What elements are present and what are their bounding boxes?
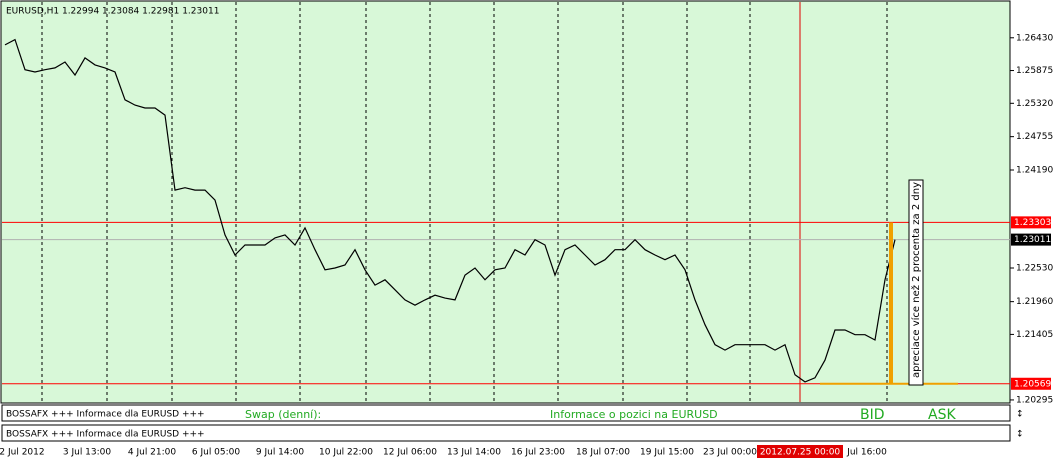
x-tick-label: 19 Jul 15:00 [640, 448, 694, 458]
x-tick-label: 10 Jul 22:00 [319, 448, 373, 458]
panel-ask: ASK [928, 407, 956, 423]
y-tick-label: 1.25320 [1016, 99, 1053, 109]
panel-title: BOSSAFX +++ Informace dla EURUSD +++ [6, 430, 205, 440]
x-tick-label: 9 Jul 14:00 [256, 448, 305, 458]
cursor-label-bg [757, 445, 843, 458]
y-tick-label: 1.21405 [1016, 330, 1053, 340]
x-tick-label: 4 Jul 21:00 [128, 448, 177, 458]
y-tick-label: 1.24190 [1016, 166, 1053, 176]
cursor-label: 2012.07.25 00:00 [760, 448, 841, 458]
price-line [4, 38, 896, 383]
x-tick-label: 16 Jul 23:00 [511, 448, 565, 458]
x-tick-label: 18 Jul 07:00 [576, 448, 630, 458]
panel-arrow: ↕ [1016, 430, 1024, 440]
x-tick-label: 23 Jul 00:00 [703, 448, 757, 458]
y-tick-label: 1.26430 [1016, 33, 1053, 43]
panel-info: Informace o pozici na EURUSD [550, 408, 718, 421]
panel-title: BOSSAFX +++ Informace dla EURUSD +++ [6, 410, 205, 420]
y-tick-label: 1.25875 [1016, 66, 1053, 76]
signal-bar [889, 222, 893, 384]
level-label-bg [1011, 377, 1051, 390]
level-label-bg [1011, 216, 1051, 229]
x-tick-label: 13 Jul 14:00 [447, 448, 501, 458]
y-tick-label: 1.21960 [1016, 297, 1053, 307]
annotation: apreciace více než 2 procenta za 2 dny [910, 182, 922, 378]
level-label: 1.23303 [1014, 218, 1051, 228]
level-label-bg [1011, 233, 1051, 246]
panel-bid: BID [860, 407, 885, 423]
y-tick-label: 1.20295 [1016, 395, 1053, 405]
panel-swap: Swap (denní): [245, 408, 321, 421]
level-label: 1.23011 [1014, 235, 1051, 245]
annotation-box [908, 179, 924, 386]
x-tick-label: 12 Jul 06:00 [383, 448, 437, 458]
x-tick-label: 6 Jul 05:00 [192, 448, 241, 458]
x-tick-label: Jul 16:00 [846, 448, 887, 458]
panel-arrow: ↕ [1016, 410, 1024, 420]
x-tick-label: 2 Jul 2012 [0, 448, 45, 458]
y-tick-label: 1.24755 [1016, 132, 1053, 142]
panel [1, 424, 1011, 442]
y-tick-label: 1.22530 [1016, 264, 1053, 274]
plot-area [0, 0, 1011, 404]
x-tick-label: 3 Jul 13:00 [63, 448, 112, 458]
chart-title: EURUSD,H1 1.22994 1.23084 1.22981 1.2301… [6, 7, 219, 17]
panel [1, 404, 1011, 422]
level-label: 1.20569 [1014, 379, 1051, 389]
